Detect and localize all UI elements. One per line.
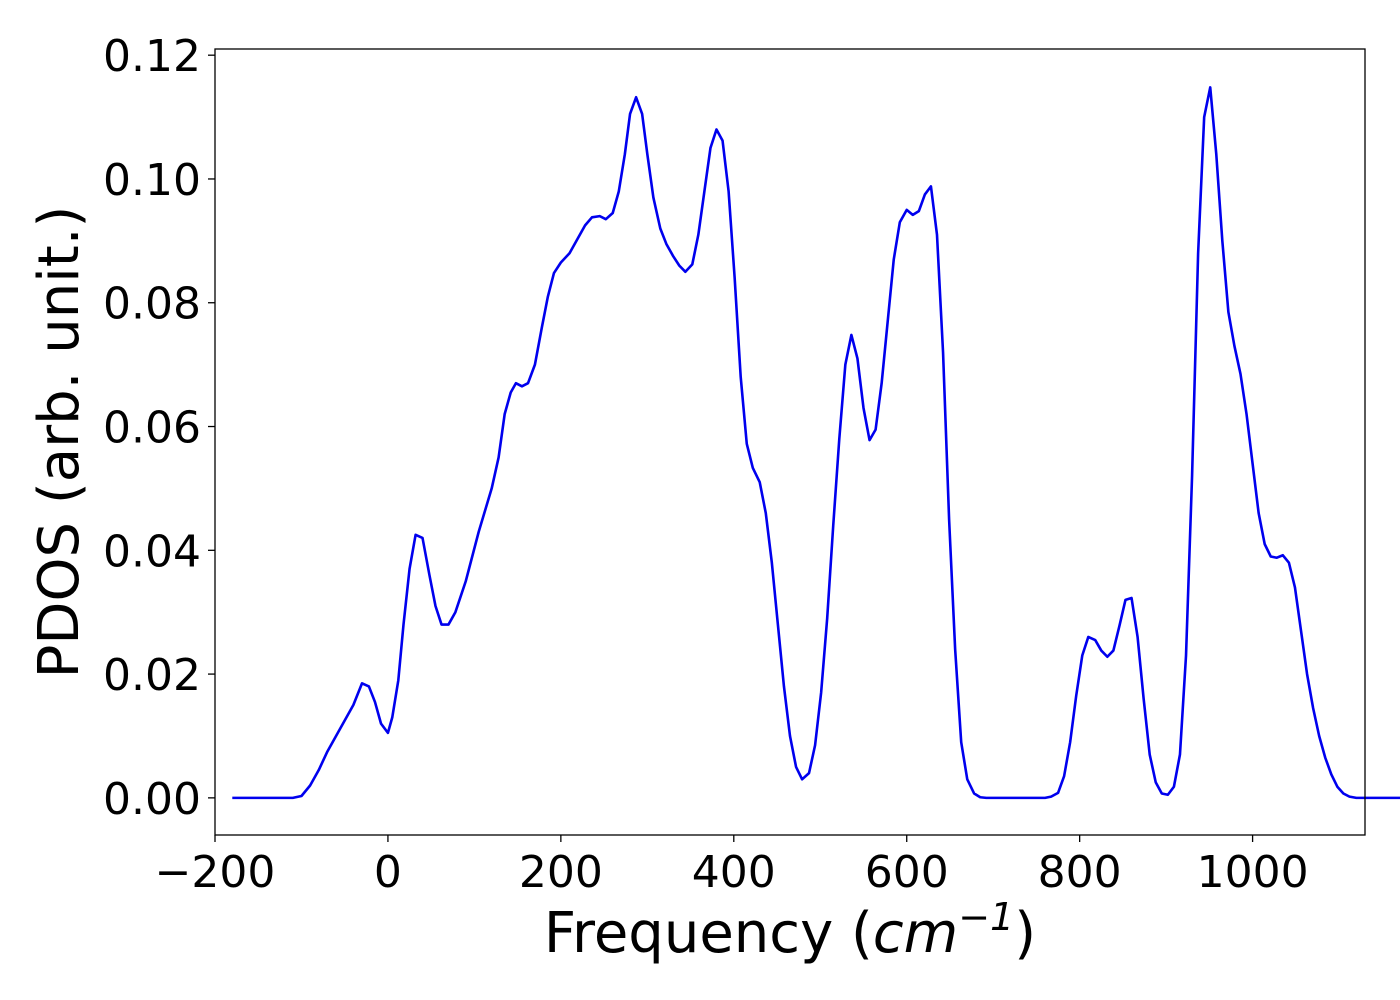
- y-tick-label: 0.04: [103, 526, 201, 577]
- y-tick-label: 0.02: [103, 650, 201, 701]
- x-axis-ticks: −200 0 200 400 600 800 1000: [155, 835, 1309, 898]
- y-tick-label: 0.12: [103, 31, 201, 82]
- series-layer: [232, 86, 1400, 800]
- y-axis-ticks: 0.00 0.02 0.04 0.06 0.08 0.10 0.12: [103, 31, 215, 825]
- x-tick-label: 200: [519, 847, 603, 898]
- x-axis-label-sup: −1: [958, 895, 1014, 939]
- x-tick-label: 1000: [1197, 847, 1309, 898]
- y-tick-label: 0.08: [103, 279, 201, 330]
- y-tick-label: 0.06: [103, 403, 201, 454]
- x-axis-label: Frequency (cm−1): [544, 895, 1036, 966]
- x-tick-label: 400: [692, 847, 776, 898]
- x-axis-label-close: ): [1014, 901, 1036, 966]
- x-tick-label: 600: [865, 847, 949, 898]
- x-axis-label-main: Frequency (: [544, 901, 873, 966]
- y-tick-label: 0.00: [103, 774, 201, 825]
- x-tick-label: 0: [374, 847, 402, 898]
- plot-frame: [214, 48, 1366, 836]
- x-tick-label: 800: [1038, 847, 1122, 898]
- x-tick-label: −200: [155, 847, 276, 898]
- x-axis-label-unit: cm: [873, 901, 958, 966]
- series-line-0: [232, 86, 1400, 800]
- y-axis-label: PDOS (arb. unit.): [27, 206, 92, 679]
- y-tick-label: 0.10: [103, 155, 201, 206]
